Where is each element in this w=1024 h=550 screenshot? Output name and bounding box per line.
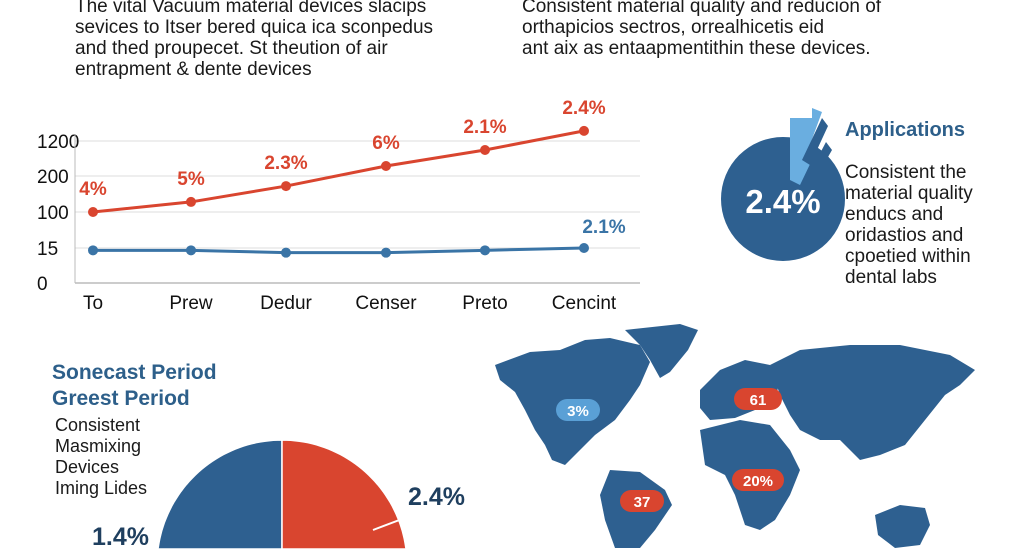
x-tick-label: Cencint — [552, 293, 617, 314]
y-tick-label: 100 — [37, 203, 69, 224]
greenland — [625, 324, 698, 378]
data-label: 2.3% — [264, 153, 307, 174]
data-point — [579, 125, 589, 136]
data-label: 5% — [177, 169, 205, 190]
data-point — [281, 181, 291, 192]
applications-text: Consistent the material quality enducs a… — [845, 162, 973, 288]
map-marker-label: 37 — [634, 494, 651, 511]
data-point — [381, 160, 391, 171]
pie-label: 1.4% — [92, 523, 149, 550]
data-point — [281, 247, 291, 258]
map-marker — [556, 399, 600, 421]
period-text: Consistent Masmixing Devices Iming Lides — [55, 415, 148, 498]
data-point — [480, 245, 490, 256]
x-tick-label: Dedur — [260, 293, 312, 314]
data-point — [381, 247, 391, 258]
pie-slice — [156, 439, 283, 550]
x-tick-label: To — [83, 293, 103, 314]
asia — [770, 345, 975, 460]
map-marker — [732, 469, 784, 491]
data-label: 6% — [372, 133, 400, 154]
map-marker — [620, 490, 664, 512]
y-tick-label: 15 — [37, 239, 58, 260]
pie-wedge-dark-icon — [802, 118, 832, 185]
intro-left-text: The vital Vacuum material devices slacip… — [75, 0, 434, 80]
data-label: 4% — [79, 179, 107, 200]
data-point — [88, 245, 98, 256]
x-tick-label: Prew — [169, 293, 213, 314]
x-tick-label: Censer — [355, 293, 417, 314]
applications-title: Applications — [845, 119, 966, 141]
data-point — [579, 243, 589, 253]
pie-wedge-icon — [790, 108, 822, 185]
x-tick-label: Preto — [462, 293, 507, 314]
applications-graphic: 2.4% — [721, 108, 845, 261]
data-point — [88, 207, 98, 217]
data-point — [186, 196, 196, 207]
data-label: 2.4% — [562, 98, 605, 119]
y-tick-label: 0 — [37, 274, 48, 295]
pie-slice — [281, 439, 408, 550]
map-marker-label: 20% — [743, 473, 773, 490]
line-chart: 0 15 100 200 1200 To Prew Dedur Censer Preto Cenci… — [37, 98, 640, 314]
pie-label: 2.4% — [408, 483, 465, 511]
intro-right-text: Consistent material quality and reducion… — [522, 0, 882, 59]
leader-line — [372, 515, 411, 531]
data-point — [480, 144, 490, 155]
series-line — [93, 246, 585, 255]
period-title: Sonecast Period Greest Period — [52, 361, 217, 410]
data-point — [186, 245, 196, 256]
map-marker-label: 3% — [567, 403, 589, 420]
series-line — [92, 129, 585, 214]
map-marker — [734, 388, 782, 410]
data-label: 2.1% — [463, 117, 506, 138]
applications-value: 2.4% — [745, 183, 820, 220]
y-tick-label: 200 — [37, 167, 69, 188]
y-tick-label: 1200 — [37, 132, 79, 153]
pie-chart: 2.4% 1.4% — [92, 439, 465, 550]
data-label: 2.1% — [582, 217, 625, 238]
australia — [875, 505, 930, 548]
map-marker-label: 61 — [750, 392, 767, 409]
